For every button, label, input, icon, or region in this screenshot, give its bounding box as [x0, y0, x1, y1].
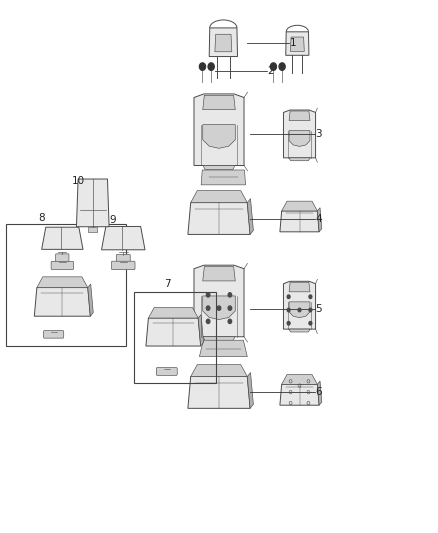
- Polygon shape: [201, 170, 246, 185]
- Polygon shape: [102, 227, 145, 250]
- Polygon shape: [289, 131, 310, 147]
- Text: 4: 4: [316, 214, 322, 224]
- Polygon shape: [289, 111, 310, 120]
- Circle shape: [309, 308, 312, 312]
- Polygon shape: [42, 227, 83, 249]
- Polygon shape: [286, 32, 309, 55]
- Polygon shape: [203, 125, 235, 148]
- Polygon shape: [77, 179, 109, 227]
- Polygon shape: [188, 376, 250, 408]
- Circle shape: [206, 306, 210, 310]
- Bar: [134, 292, 216, 383]
- Polygon shape: [148, 308, 198, 318]
- Polygon shape: [283, 110, 315, 158]
- Polygon shape: [209, 28, 237, 56]
- Polygon shape: [283, 281, 315, 329]
- Polygon shape: [88, 227, 97, 232]
- Polygon shape: [194, 94, 244, 165]
- Polygon shape: [194, 265, 244, 337]
- Circle shape: [279, 63, 285, 70]
- Polygon shape: [280, 384, 319, 405]
- Circle shape: [206, 319, 210, 324]
- Polygon shape: [282, 201, 318, 211]
- Circle shape: [199, 63, 205, 70]
- Polygon shape: [280, 211, 319, 232]
- Polygon shape: [199, 340, 247, 357]
- Text: 2: 2: [268, 67, 274, 76]
- Text: 8: 8: [39, 213, 45, 223]
- Polygon shape: [289, 302, 310, 318]
- Text: 7: 7: [165, 279, 171, 289]
- Polygon shape: [289, 158, 310, 161]
- Polygon shape: [88, 284, 93, 316]
- Circle shape: [309, 295, 312, 298]
- Polygon shape: [289, 282, 310, 292]
- FancyBboxPatch shape: [43, 330, 64, 338]
- Bar: [6, 224, 126, 346]
- Text: 9: 9: [110, 215, 116, 225]
- FancyBboxPatch shape: [56, 254, 69, 262]
- Polygon shape: [290, 37, 304, 51]
- Polygon shape: [203, 266, 235, 281]
- Text: 1: 1: [290, 38, 296, 48]
- Polygon shape: [215, 34, 232, 52]
- Polygon shape: [203, 95, 235, 110]
- FancyBboxPatch shape: [51, 261, 74, 270]
- Polygon shape: [203, 337, 235, 341]
- Circle shape: [287, 308, 290, 312]
- Text: 5: 5: [316, 304, 322, 314]
- Polygon shape: [203, 296, 235, 320]
- Text: 6: 6: [316, 387, 322, 397]
- Polygon shape: [318, 381, 322, 405]
- Circle shape: [298, 308, 301, 312]
- Circle shape: [208, 63, 214, 70]
- Polygon shape: [188, 203, 250, 235]
- Polygon shape: [289, 329, 310, 332]
- Circle shape: [228, 319, 232, 324]
- FancyBboxPatch shape: [112, 261, 135, 270]
- Circle shape: [287, 321, 290, 325]
- Text: 10: 10: [72, 176, 85, 187]
- Circle shape: [270, 63, 276, 70]
- FancyBboxPatch shape: [116, 255, 130, 264]
- Circle shape: [309, 321, 312, 325]
- Circle shape: [228, 306, 232, 310]
- Polygon shape: [191, 191, 247, 203]
- Polygon shape: [247, 199, 253, 235]
- Circle shape: [287, 295, 290, 298]
- Circle shape: [206, 293, 210, 297]
- Polygon shape: [198, 314, 204, 346]
- Polygon shape: [203, 165, 235, 170]
- Text: 3: 3: [316, 129, 322, 139]
- Polygon shape: [37, 277, 88, 288]
- Polygon shape: [247, 373, 253, 408]
- Polygon shape: [34, 288, 90, 316]
- Polygon shape: [318, 208, 322, 232]
- Polygon shape: [282, 375, 318, 384]
- Circle shape: [228, 293, 232, 297]
- FancyBboxPatch shape: [156, 368, 177, 375]
- Circle shape: [217, 306, 221, 310]
- Polygon shape: [146, 318, 201, 346]
- Polygon shape: [191, 365, 247, 376]
